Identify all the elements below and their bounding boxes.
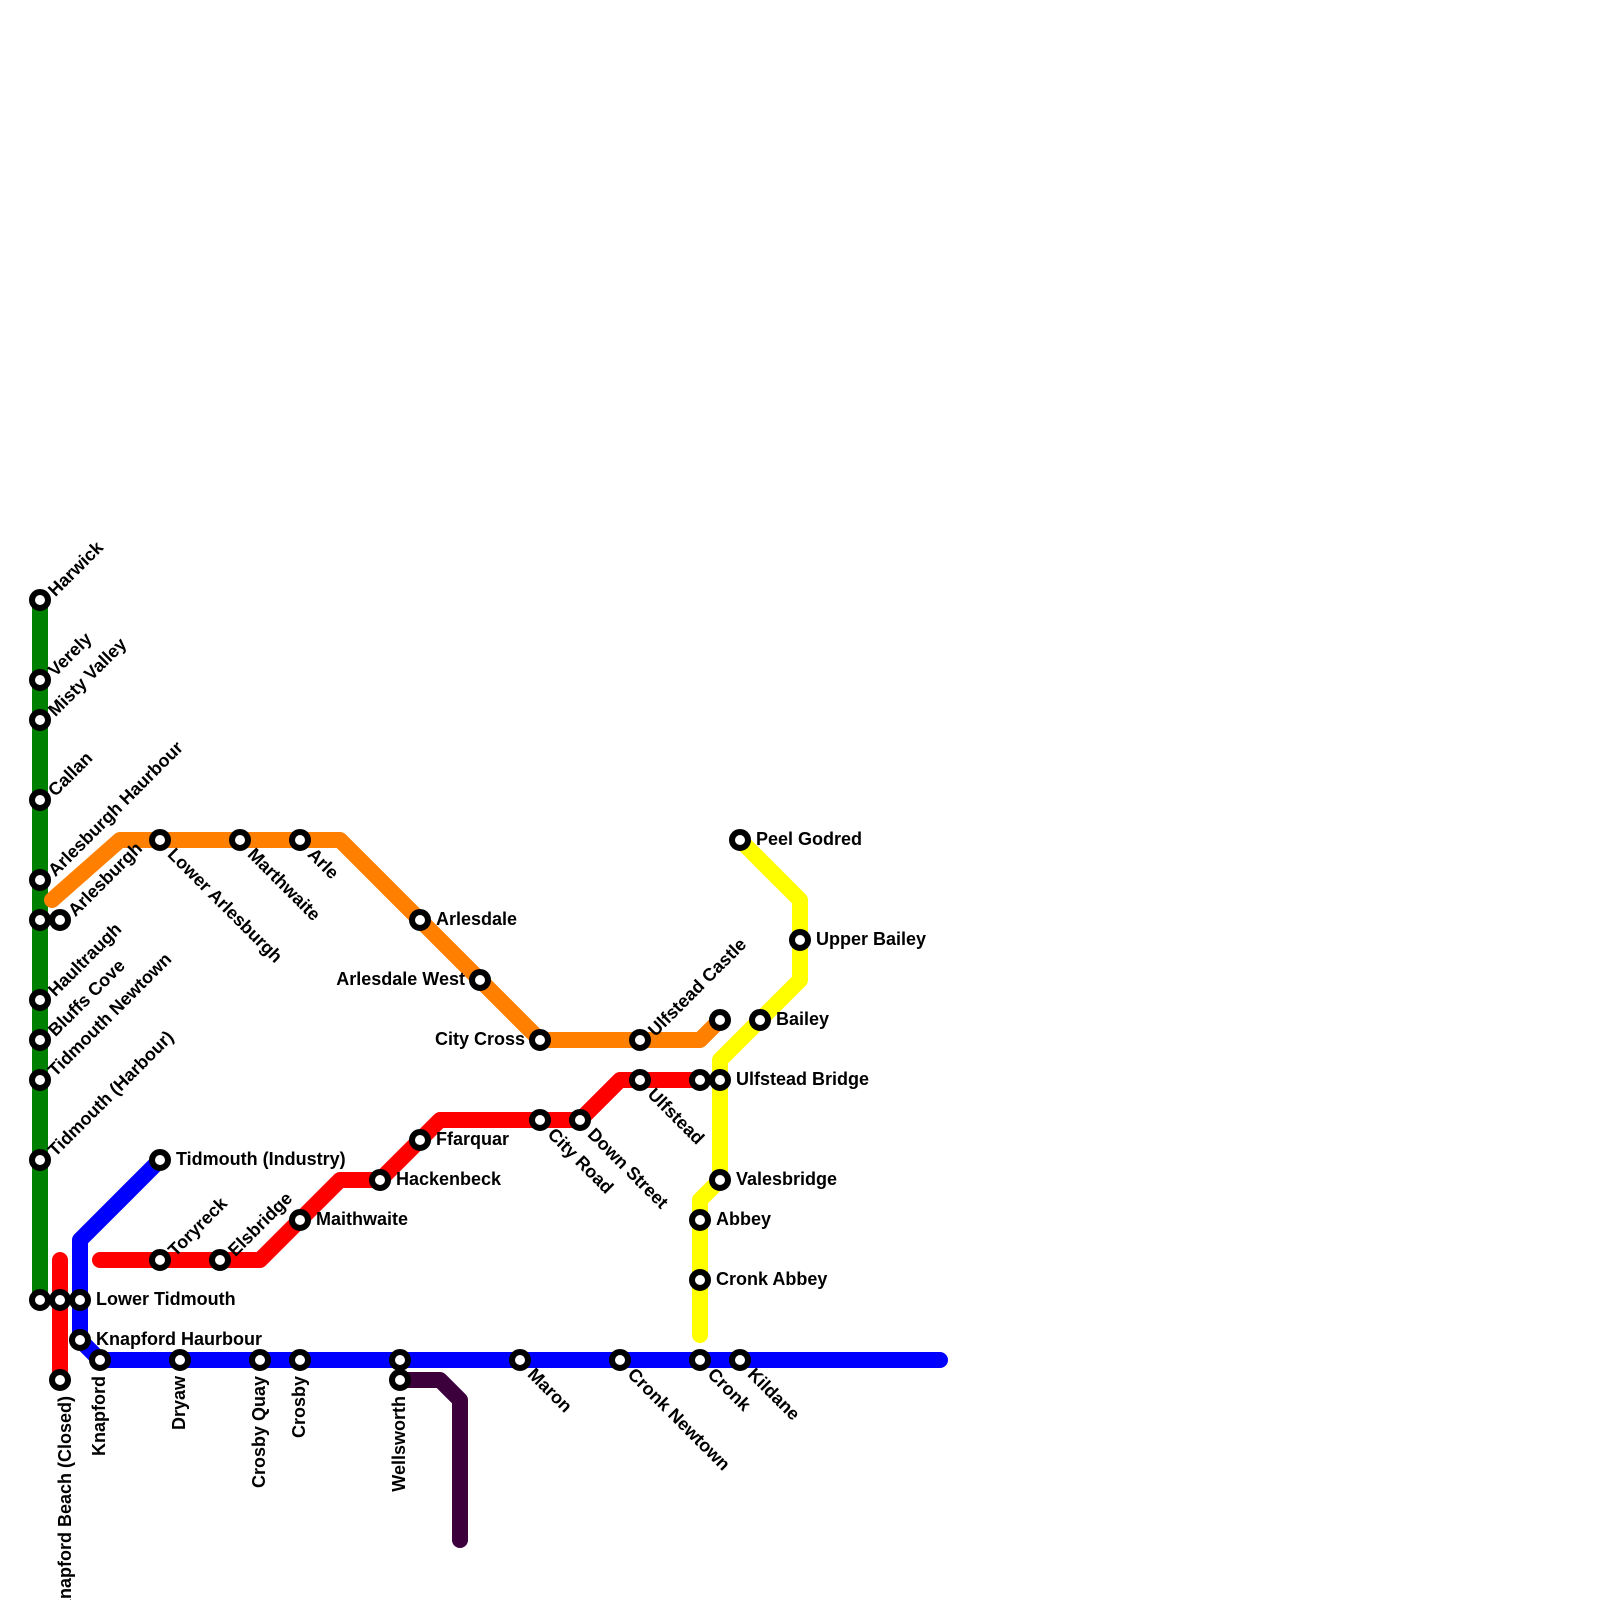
station-marker-bluffs-cove[interactable] bbox=[29, 1029, 51, 1051]
station-marker-arle[interactable] bbox=[289, 829, 311, 851]
station-marker-cronk-abbey[interactable] bbox=[689, 1269, 711, 1291]
station-marker-city-road[interactable] bbox=[529, 1109, 551, 1131]
station-marker-abbey[interactable] bbox=[689, 1209, 711, 1231]
station-marker-down-street[interactable] bbox=[569, 1109, 591, 1131]
station-label-arlesdale: Arlesdale bbox=[436, 909, 517, 929]
station-markers bbox=[29, 589, 811, 1391]
station-marker-tidmouth-newtown[interactable] bbox=[29, 1069, 51, 1091]
station-marker-peel-godred[interactable] bbox=[729, 829, 751, 851]
station-label-kildane: Kildane bbox=[744, 1364, 804, 1424]
station-label-upper-bailey: Upper Bailey bbox=[816, 929, 926, 949]
station-marker-toryreck[interactable] bbox=[149, 1249, 171, 1271]
station-marker-red-lower-tidmouth[interactable] bbox=[49, 1289, 71, 1311]
station-marker-cronk[interactable] bbox=[689, 1349, 711, 1371]
station-marker-cronk-newtown[interactable] bbox=[609, 1349, 631, 1371]
station-label-tidmouth-industry: Tidmouth (Industry) bbox=[176, 1149, 346, 1169]
station-marker-crosby-quay[interactable] bbox=[249, 1349, 271, 1371]
station-marker-valesbridge[interactable] bbox=[709, 1169, 731, 1191]
station-label-valesbridge: Valesbridge bbox=[736, 1169, 837, 1189]
station-marker-kildane[interactable] bbox=[729, 1349, 751, 1371]
station-marker-knapford[interactable] bbox=[89, 1349, 111, 1371]
station-marker-ffarquar[interactable] bbox=[409, 1129, 431, 1151]
station-label-peel-godred: Peel Godred bbox=[756, 829, 862, 849]
station-label-knapford-haurbour: Knapford Haurbour bbox=[96, 1329, 262, 1349]
station-marker-bailey[interactable] bbox=[749, 1009, 771, 1031]
station-label-knapford: Knapford bbox=[89, 1376, 109, 1456]
station-marker-lower-tidmouth[interactable] bbox=[69, 1289, 91, 1311]
station-label-wellsworth: Wellsworth bbox=[389, 1396, 409, 1492]
station-marker-haultraugh[interactable] bbox=[29, 989, 51, 1011]
station-marker-hackenbeck[interactable] bbox=[369, 1169, 391, 1191]
station-marker-marthwaite[interactable] bbox=[229, 829, 251, 851]
station-marker-blue-wellsworth[interactable] bbox=[389, 1349, 411, 1371]
station-marker-verely[interactable] bbox=[29, 669, 51, 691]
station-marker-arlesburgh[interactable] bbox=[49, 909, 71, 931]
station-label-crosby-quay: Crosby Quay bbox=[249, 1376, 269, 1488]
station-marker-red-ulfstead-bridge[interactable] bbox=[689, 1069, 711, 1091]
station-label-callan: Callan bbox=[44, 748, 96, 800]
station-marker-arlesdale-west[interactable] bbox=[469, 969, 491, 991]
station-marker-lower-arlesburgh[interactable] bbox=[149, 829, 171, 851]
station-marker-harwick[interactable] bbox=[29, 589, 51, 611]
orange-line bbox=[44, 832, 728, 1048]
station-label-harwick: Harwick bbox=[44, 537, 108, 601]
station-label-ulfstead-castle: Ulfstead Castle bbox=[644, 934, 750, 1040]
station-label-arle: Arle bbox=[304, 844, 343, 883]
station-marker-arlesburgh-haurbour[interactable] bbox=[29, 869, 51, 891]
station-label-cronk: Cronk bbox=[704, 1364, 756, 1416]
station-marker-tidmouth-industry[interactable] bbox=[149, 1149, 171, 1171]
station-label-ulfstead-bridge: Ulfstead Bridge bbox=[736, 1069, 869, 1089]
station-labels: Harwick Verely Misty Valley Callan Arles… bbox=[44, 537, 926, 1600]
red-line bbox=[92, 1072, 708, 1268]
station-marker-upper-bailey[interactable] bbox=[789, 929, 811, 951]
station-marker-callan[interactable] bbox=[29, 789, 51, 811]
station-label-hackenbeck: Hackenbeck bbox=[396, 1169, 502, 1189]
station-label-cronk-abbey: Cronk Abbey bbox=[716, 1269, 827, 1289]
station-marker-maron[interactable] bbox=[509, 1349, 531, 1371]
station-marker-green-lower-tidmouth[interactable] bbox=[29, 1289, 51, 1311]
station-marker-crosby[interactable] bbox=[289, 1349, 311, 1371]
station-label-lower-tidmouth: Lower Tidmouth bbox=[96, 1289, 236, 1309]
station-label-maron: Maron bbox=[524, 1364, 576, 1416]
station-label-knapford-beach: Knapford Beach (Closed) bbox=[55, 1396, 75, 1600]
station-label-arlesdale-west: Arlesdale West bbox=[336, 969, 465, 989]
station-label-maithwaite: Maithwaite bbox=[316, 1209, 408, 1229]
station-marker-tidmouth-harbour[interactable] bbox=[29, 1149, 51, 1171]
station-marker-ulfstead-castle[interactable] bbox=[629, 1029, 651, 1051]
station-label-bailey: Bailey bbox=[776, 1009, 829, 1029]
station-marker-knapford-haurbour[interactable] bbox=[69, 1329, 91, 1351]
station-label-city-cross: City Cross bbox=[435, 1029, 525, 1049]
station-marker-dryaw[interactable] bbox=[169, 1349, 191, 1371]
yellow-line bbox=[692, 832, 808, 1343]
station-marker-misty-valley[interactable] bbox=[29, 709, 51, 731]
station-label-crosby: Crosby bbox=[289, 1376, 309, 1438]
station-marker-arlesdale[interactable] bbox=[409, 909, 431, 931]
station-label-ffarquar: Ffarquar bbox=[436, 1129, 509, 1149]
station-marker-ulfstead-bridge[interactable] bbox=[709, 1069, 731, 1091]
station-label-abbey: Abbey bbox=[716, 1209, 771, 1229]
station-marker-orange-bailey[interactable] bbox=[709, 1009, 731, 1031]
station-marker-ulfstead[interactable] bbox=[629, 1069, 651, 1091]
station-marker-wellsworth[interactable] bbox=[389, 1369, 411, 1391]
station-label-dryaw: Dryaw bbox=[169, 1375, 189, 1430]
station-label-ulfstead: Ulfstead bbox=[644, 1084, 708, 1148]
station-marker-city-cross[interactable] bbox=[529, 1029, 551, 1051]
station-marker-knapford-beach[interactable] bbox=[49, 1369, 71, 1391]
station-marker-maithwaite[interactable] bbox=[289, 1209, 311, 1231]
station-marker-elsbridge[interactable] bbox=[209, 1249, 231, 1271]
purple-line bbox=[392, 1372, 468, 1548]
station-marker-green-arlesburgh[interactable] bbox=[29, 909, 51, 931]
